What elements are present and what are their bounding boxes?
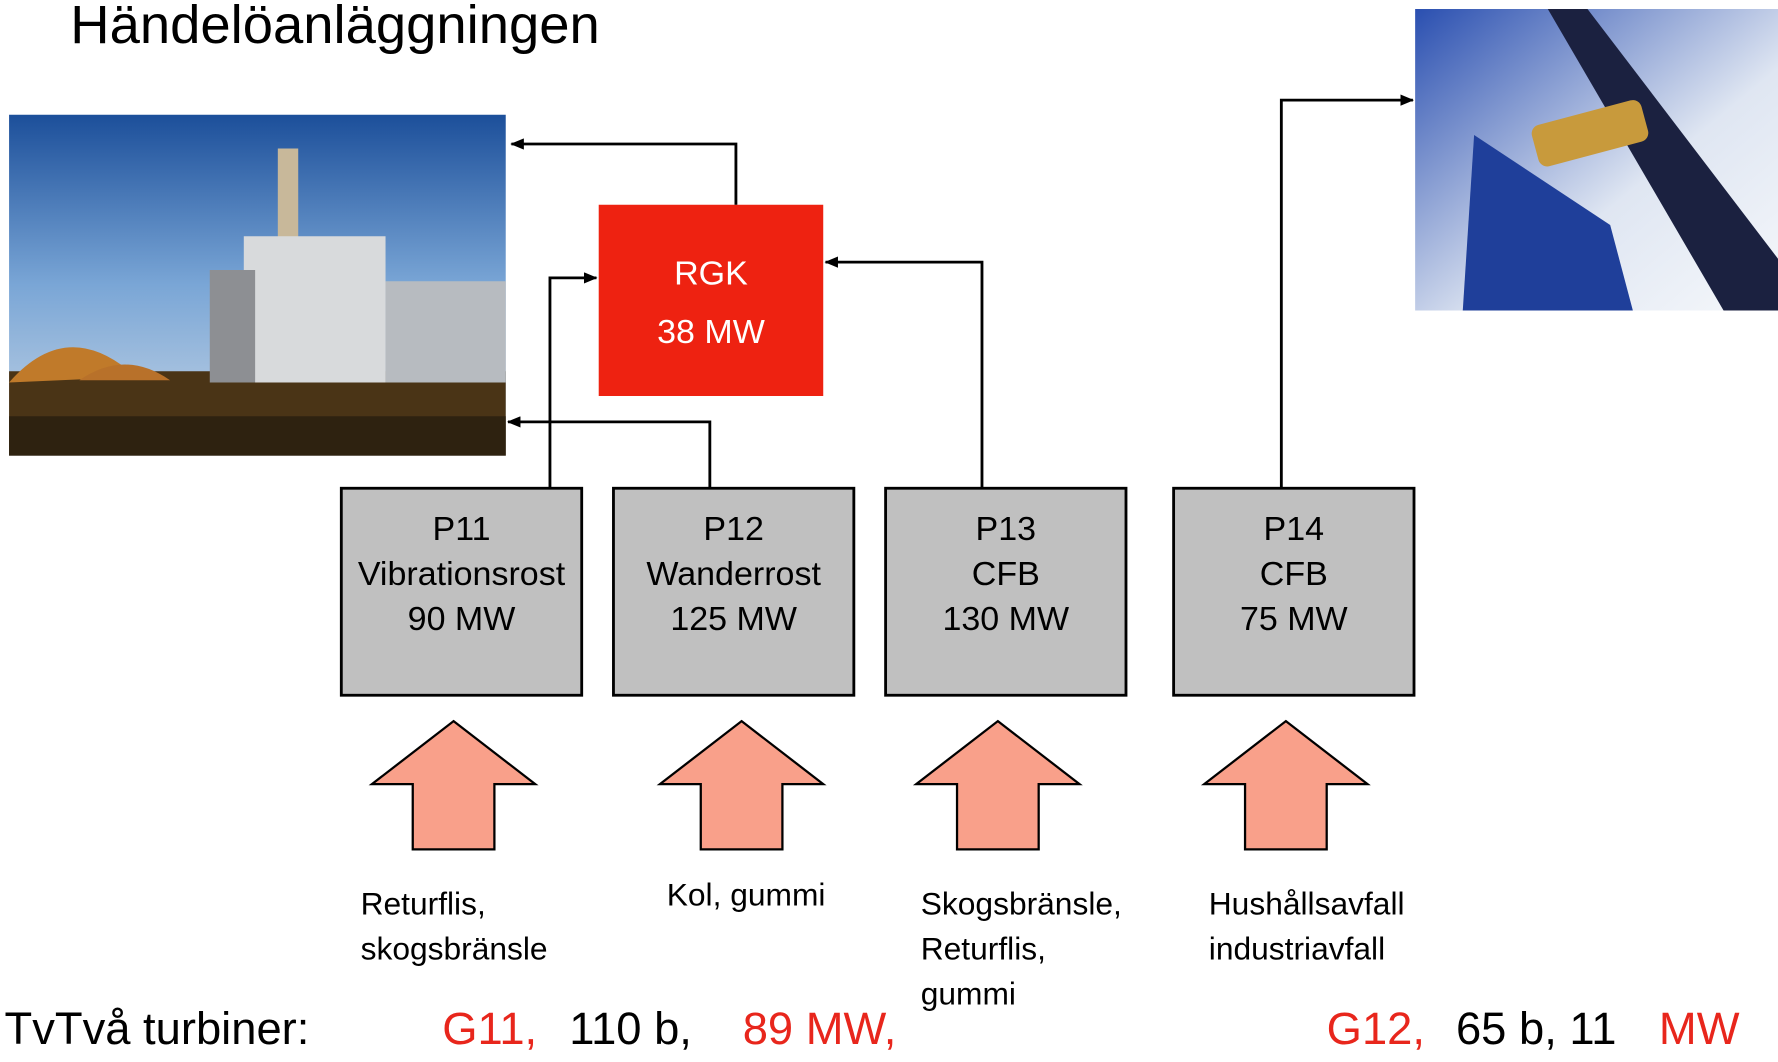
fuel-label: industriavfall: [1209, 931, 1385, 967]
boilers: P11 Vibrationsrost 90 MW Returflis, skogsbrä…: [341, 488, 1414, 1011]
connector: [511, 144, 736, 205]
boiler-type: Vibrationsrost: [358, 555, 566, 593]
connector: [1281, 100, 1413, 495]
turbine-part: MW: [1659, 1003, 1740, 1054]
boiler-power: 75 MW: [1240, 600, 1348, 638]
connector: [826, 262, 982, 488]
boiler-power: 130 MW: [942, 600, 1069, 638]
fuel-label: Returflis,: [921, 931, 1046, 967]
fuel-label: Returflis,: [361, 886, 486, 922]
fuel-arrow: [372, 721, 535, 849]
turbines: TvTvå turbiner: G11, 110 b, 89 MW, G12, 65 b,…: [5, 1003, 1740, 1054]
chimney-photo: [1415, 9, 1778, 311]
turbine-part: 110 b,: [569, 1003, 692, 1054]
fuel-label: gummi: [921, 976, 1016, 1012]
connector: [508, 422, 710, 488]
rgk-name: RGK: [674, 255, 748, 293]
fuel-label: Hushållsavfall: [1209, 886, 1405, 922]
boiler-id: P14: [1264, 510, 1325, 548]
turbine-part: 65 b, 11: [1456, 1003, 1616, 1054]
boiler-type: CFB: [972, 555, 1040, 593]
page: {"title": "Händelöanläggningen", "rgk": …: [0, 0, 1778, 1062]
fuel-arrow: [660, 721, 823, 849]
title: Händelöanläggningen: [70, 0, 600, 55]
boiler-type: Wanderrost: [646, 555, 821, 593]
fuel-arrow: [916, 721, 1079, 849]
rgk-box: [599, 205, 824, 396]
fuel-arrow: [1204, 721, 1367, 849]
boiler-id: P12: [703, 510, 764, 548]
boiler-id: P13: [976, 510, 1037, 548]
boiler-id: P11: [433, 510, 491, 548]
boiler-type: CFB: [1260, 555, 1328, 593]
plant-photo: [9, 115, 506, 456]
turbine-label: TvTvå turbiner:: [5, 1003, 310, 1054]
turbine-part: G11,: [442, 1003, 537, 1054]
fuel-label: Skogsbränsle,: [921, 886, 1122, 922]
turbine-part: 89 MW,: [743, 1003, 897, 1054]
connector: [550, 278, 596, 488]
turbine-part: G12,: [1327, 1003, 1425, 1054]
rgk-power: 38 MW: [657, 313, 765, 351]
boiler-power: 125 MW: [670, 600, 797, 638]
boiler-power: 90 MW: [408, 600, 516, 638]
fuel-label: skogsbränsle: [361, 931, 548, 967]
fuel-label: Kol, gummi: [667, 877, 826, 913]
diagram: Händelöanläggningen RGK 38 MW P11 Vibrati…: [0, 0, 1778, 1062]
